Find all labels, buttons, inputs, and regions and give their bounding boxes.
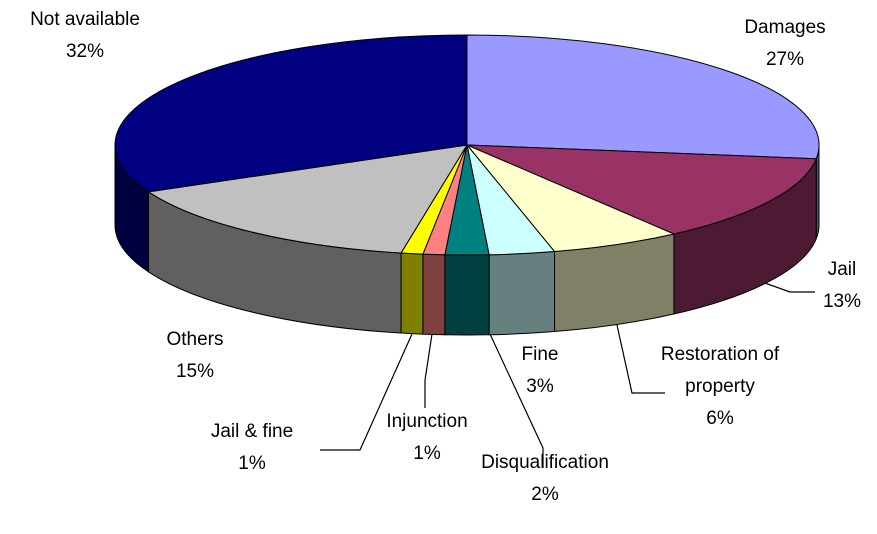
slice-label: Damages 27% <box>715 12 855 76</box>
slice-label: Others 15% <box>145 324 245 388</box>
slice-label: Restoration of property 6% <box>645 339 795 435</box>
slice-label: Fine 3% <box>510 339 570 403</box>
slice-side <box>488 251 556 336</box>
slice <box>114 34 468 193</box>
leader-line <box>320 333 413 451</box>
label-name: Damages <box>744 17 826 38</box>
label-name: Not available <box>30 9 140 30</box>
slice-label: Not available 32% <box>0 4 175 68</box>
label-value: 3% <box>526 376 554 397</box>
slice <box>466 144 676 253</box>
leader-line <box>489 333 544 468</box>
slice-side <box>444 254 490 336</box>
slice-label: Disqualification 2% <box>455 447 635 511</box>
leader-line <box>761 281 815 293</box>
label-value: 15% <box>175 361 215 382</box>
label-name: Others <box>166 329 224 350</box>
slice-label: Jail & fine 1% <box>192 416 312 480</box>
label-name: Fine <box>521 344 559 365</box>
slice <box>466 34 820 160</box>
slice <box>147 144 468 254</box>
label-name: Disqualification <box>481 452 609 473</box>
label-value: 1% <box>238 453 266 474</box>
slice-label: Injunction 1% <box>367 406 487 470</box>
label-value: 32% <box>65 41 105 62</box>
label-name: Restoration of property <box>660 344 780 397</box>
label-value: 6% <box>706 408 734 429</box>
label-value: 2% <box>531 484 559 505</box>
label-value: 27% <box>765 49 805 70</box>
slice-side <box>422 253 446 336</box>
label-name: Injunction <box>386 411 468 432</box>
leader-line <box>616 324 665 394</box>
label-name: Jail & fine <box>210 421 294 442</box>
leader-line <box>424 333 433 408</box>
label-value: 1% <box>413 443 441 464</box>
slice <box>466 144 817 235</box>
slice-label: Jail 13% <box>812 254 872 318</box>
label-name: Jail <box>827 259 857 280</box>
label-value: 13% <box>822 291 862 312</box>
slice-side <box>400 252 424 335</box>
